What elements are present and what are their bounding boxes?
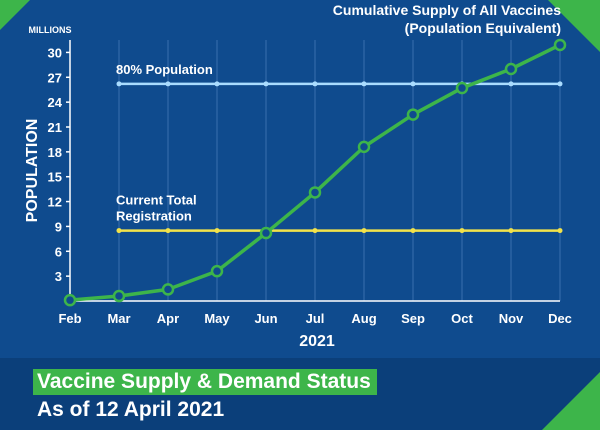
y-tick-label-6: 6 [55,244,62,259]
footer-title: Vaccine Supply & Demand Status [33,369,377,395]
reference-label-1-0: Current Total [116,193,197,208]
reference-point-0-sep [410,81,416,87]
y-tick-label-21: 21 [48,120,62,135]
data-point-may [210,264,224,278]
x-tick-label-nov: Nov [499,311,524,326]
x-tick-label-mar: Mar [107,311,130,326]
reference-point-0-mar [116,81,122,87]
x-tick-label-apr: Apr [157,311,179,326]
data-point-sep [406,108,420,121]
y-tick-label-12: 12 [48,195,62,210]
reference-point-0-nov [508,81,514,87]
y-tick-label-9: 9 [55,219,62,234]
reference-label-1-1: Registration [116,209,192,224]
reference-point-1-oct [459,228,465,234]
reference-point-1-mar [116,228,122,234]
reference-point-0-may [214,81,220,87]
data-point-dec [553,38,567,52]
reference-point-0-jun [263,81,269,87]
footer: Vaccine Supply & Demand Status As of 12 … [33,369,377,425]
footer-subtitle: As of 12 April 2021 [37,398,225,421]
y-axis-label: POPULATION [24,119,41,223]
reference-point-1-apr [165,228,171,234]
x-tick-label-jun: Jun [254,311,277,326]
x-tick-label-aug: Aug [351,311,376,326]
data-point-apr [161,283,175,296]
data-point-feb [63,293,77,307]
reference-point-0-apr [165,81,171,87]
x-tick-label-may: May [204,311,230,326]
data-point-nov [504,62,518,76]
y-tick-label-3: 3 [55,269,62,284]
reference-point-1-aug [361,228,367,234]
reference-point-0-jul [312,81,318,87]
y-tick-label-27: 27 [48,70,62,85]
y-tick-label-24: 24 [48,95,63,110]
reference-point-1-sep [410,228,416,234]
corner-decoration-top-left [0,0,30,30]
x-tick-label-feb: Feb [58,311,81,326]
corner-decoration-bottom-right [542,372,600,430]
series-label-0-1: (Population Equivalent) [405,20,561,36]
series-label-0-0: Cumulative Supply of All Vaccines [333,2,561,18]
x-tick-label-oct: Oct [451,311,473,326]
reference-point-0-dec [557,81,563,87]
y-tick-label-15: 15 [48,170,62,185]
y-unit-label: MILLIONS [29,25,72,35]
data-point-aug [357,140,371,154]
data-point-jun [259,226,273,240]
x-axis-label: 2021 [299,333,335,350]
reference-point-0-aug [361,81,367,87]
x-tick-label-sep: Sep [401,311,425,326]
reference-point-1-nov [508,228,514,234]
y-tick-label-30: 30 [48,45,62,60]
data-point-oct [455,81,469,95]
reference-label-0-0: 80% Population [116,62,213,77]
reference-point-1-dec [557,228,563,234]
x-tick-label-dec: Dec [548,311,572,326]
data-point-mar [112,289,126,303]
y-tick-label-18: 18 [48,145,62,160]
reference-point-1-may [214,228,220,234]
x-tick-label-jul: Jul [306,311,325,326]
reference-point-1-jul [312,228,318,234]
data-point-jul [308,186,322,199]
